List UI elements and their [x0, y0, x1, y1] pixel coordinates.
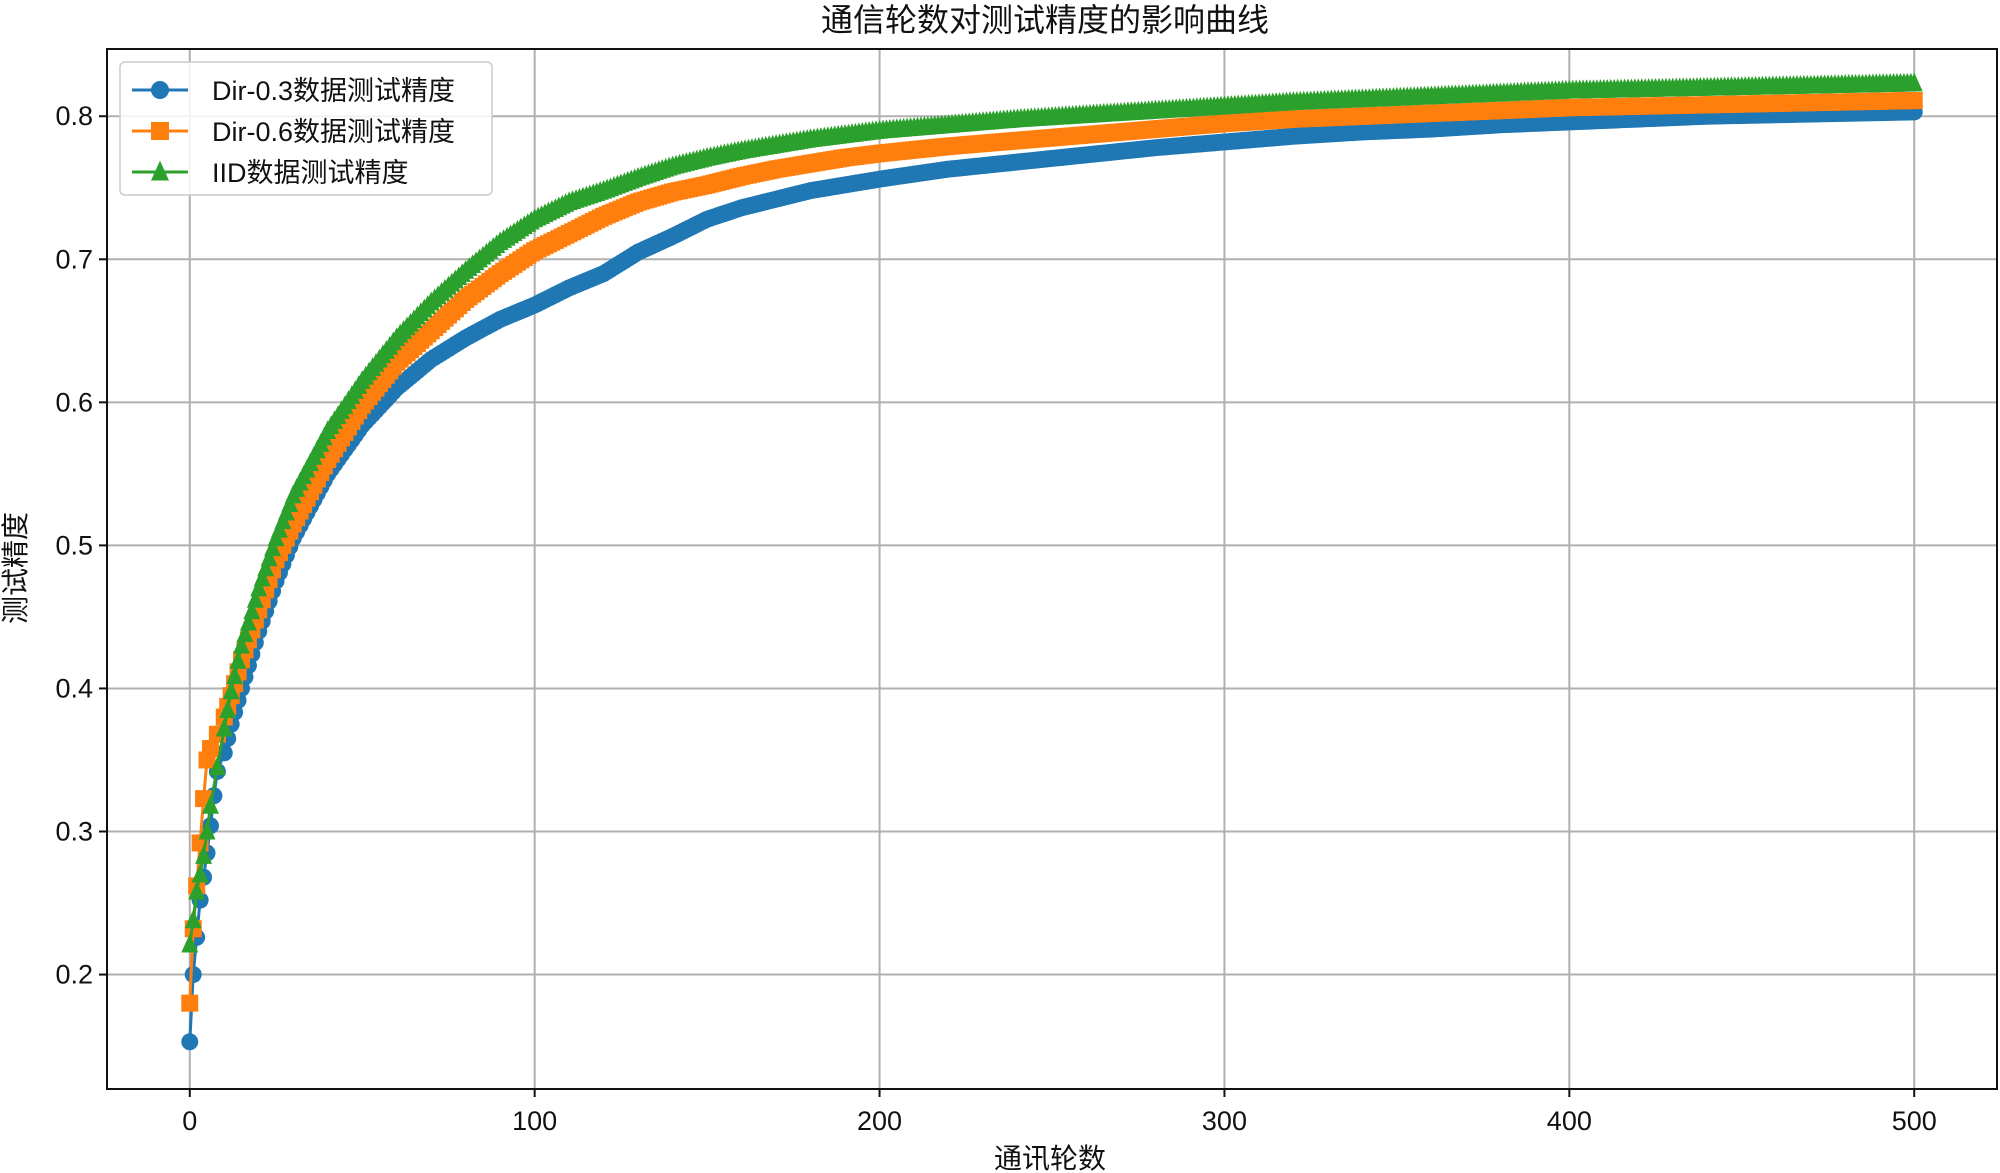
data-point — [201, 795, 219, 814]
x-axis-label: 通讯轮数 — [994, 1142, 1106, 1173]
legend-label: IID数据测试精度 — [212, 158, 409, 188]
x-tick-label: 100 — [512, 1106, 557, 1136]
series-markers — [181, 103, 1923, 1051]
legend-label: Dir-0.3数据测试精度 — [212, 76, 455, 106]
data-point — [201, 740, 219, 758]
legend-box — [119, 61, 493, 196]
data-point — [181, 1033, 199, 1051]
x-tick-label: 400 — [1547, 1106, 1592, 1136]
y-tick-label: 0.8 — [55, 101, 93, 131]
series-2 — [181, 91, 1923, 1012]
series-markers — [181, 72, 1923, 953]
data-point — [260, 547, 278, 567]
y-tick-label: 0.5 — [55, 530, 93, 560]
x-tick-label: 0 — [182, 1106, 197, 1136]
data-point — [239, 611, 257, 631]
legend-marker — [151, 122, 169, 140]
data-point — [215, 717, 233, 737]
x-tick-label: 200 — [857, 1106, 902, 1136]
data-point — [236, 623, 254, 643]
y-axis-ticks: 0.2 0.3 0.4 0.5 0.6 0.7 0.8 — [55, 101, 107, 990]
data-point — [191, 863, 209, 883]
data-point — [243, 600, 261, 620]
legend-label: Dir-0.6数据测试精度 — [212, 117, 455, 147]
data-point — [264, 537, 282, 557]
y-tick-label: 0.3 — [55, 817, 93, 847]
legend-item-1: Dir-0.3数据测试精度 — [132, 76, 455, 106]
grid — [107, 49, 1997, 1089]
data-point — [257, 557, 275, 577]
data-point — [233, 634, 251, 654]
data-point — [195, 845, 213, 864]
y-tick-label: 0.6 — [55, 387, 93, 417]
series-1 — [181, 103, 1923, 1051]
data-point — [229, 650, 247, 669]
y-tick-label: 0.2 — [55, 960, 93, 990]
plot-frame — [106, 48, 1998, 1090]
legend-item-2: Dir-0.6数据测试精度 — [132, 117, 455, 147]
y-axis-label: 测试精度 — [0, 512, 32, 624]
data-point — [184, 909, 202, 929]
data-point — [1905, 91, 1923, 109]
legend-marker — [151, 81, 169, 99]
data-point — [198, 820, 216, 840]
data-point — [208, 756, 226, 776]
legend-item-3: IID数据测试精度 — [132, 158, 409, 188]
data-point — [253, 567, 271, 587]
legend-marker — [151, 160, 169, 181]
y-tick-label: 0.7 — [55, 244, 93, 274]
data-point — [181, 933, 199, 953]
data-point — [181, 994, 199, 1012]
legend: Dir-0.3数据测试精度 Dir-0.6数据测试精度 IID数据测试精度 — [119, 61, 493, 196]
data-point — [246, 589, 264, 608]
chart-title: 通信轮数对测试精度的影响曲线 — [821, 1, 1269, 39]
data-point — [250, 577, 268, 597]
data-point — [219, 699, 237, 718]
x-tick-label: 500 — [1892, 1106, 1937, 1136]
series-layer — [181, 72, 1923, 1051]
y-tick-label: 0.4 — [55, 673, 93, 703]
data-point — [226, 665, 244, 685]
x-tick-label: 300 — [1202, 1106, 1247, 1136]
series-markers — [181, 91, 1923, 1012]
data-point — [1905, 72, 1923, 92]
series-3 — [181, 72, 1923, 953]
data-point — [184, 966, 202, 984]
data-point — [222, 680, 240, 700]
data-point — [188, 880, 206, 900]
x-axis-ticks: 0 100 200 300 400 500 — [182, 1089, 1937, 1136]
